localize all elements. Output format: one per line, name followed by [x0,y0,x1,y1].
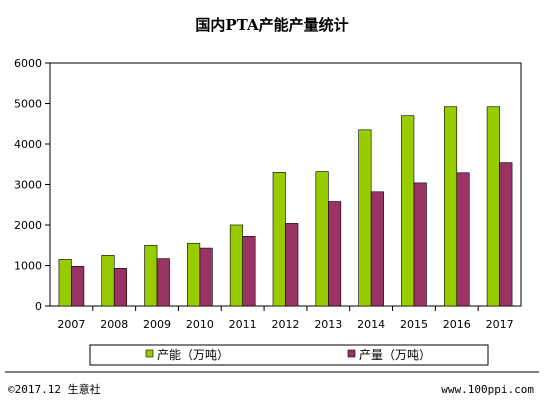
x-tick-label: 2014 [357,318,385,331]
x-tick-label: 2015 [400,318,428,331]
x-tick-label: 2013 [314,318,342,331]
legend-label-capacity: 产能（万吨） [157,348,229,362]
x-tick-label: 2017 [486,318,514,331]
chart-title: 国内PTA产能产量统计 [195,16,348,34]
x-tick-label: 2008 [100,318,128,331]
bar-capacity [272,172,286,307]
copyright-text: ©2017.12 生意社 [8,382,101,396]
legend-box [89,344,489,366]
bar-capacity [358,129,372,307]
bar-capacity [101,255,115,307]
y-tick-label: 2000 [14,219,42,232]
y-tick-label: 5000 [14,98,42,111]
bar-capacity [315,171,329,307]
bar-output [370,191,384,307]
x-tick-label: 2011 [229,318,257,331]
x-tick-label: 2012 [272,318,300,331]
y-tick-label: 3000 [14,179,42,192]
bar-output [242,236,256,307]
bar-output [199,247,213,307]
x-tick-label: 2007 [57,318,85,331]
legend-swatch-output [347,349,356,358]
bar-capacity [58,259,72,307]
bar-output [413,182,427,307]
bar-output [71,266,85,307]
bar-output [113,268,128,307]
bar-capacity [443,106,458,307]
bar-output [328,201,342,307]
x-axis: 2007 2008 2009 2010 2011 2012 2013 2014 2015 2016… [57,306,514,331]
x-tick-label: 2009 [143,318,171,331]
y-tick-label: 6000 [14,57,42,70]
bar-capacity [144,244,158,307]
bar-capacity [401,115,415,307]
x-tick-label: 2010 [186,318,214,331]
legend-swatch-capacity [145,349,154,358]
x-tick-label: 2016 [443,318,471,331]
y-axis: 0 1000 2000 3000 4000 5000 6000 [14,57,50,313]
bar-capacity [187,242,201,307]
y-tick-label: 4000 [14,138,42,151]
source-url: www.100ppi.com [441,383,534,396]
bar-capacity [486,106,500,307]
bar-output [285,223,299,307]
y-tick-label: 0 [35,300,42,313]
bar-output [456,172,470,307]
bar-output [499,162,513,307]
y-tick-label: 1000 [14,260,42,273]
legend-label-output: 产量（万吨） [359,348,431,362]
bar-capacity [229,224,243,307]
bars [58,106,513,307]
bar-output [156,258,170,307]
